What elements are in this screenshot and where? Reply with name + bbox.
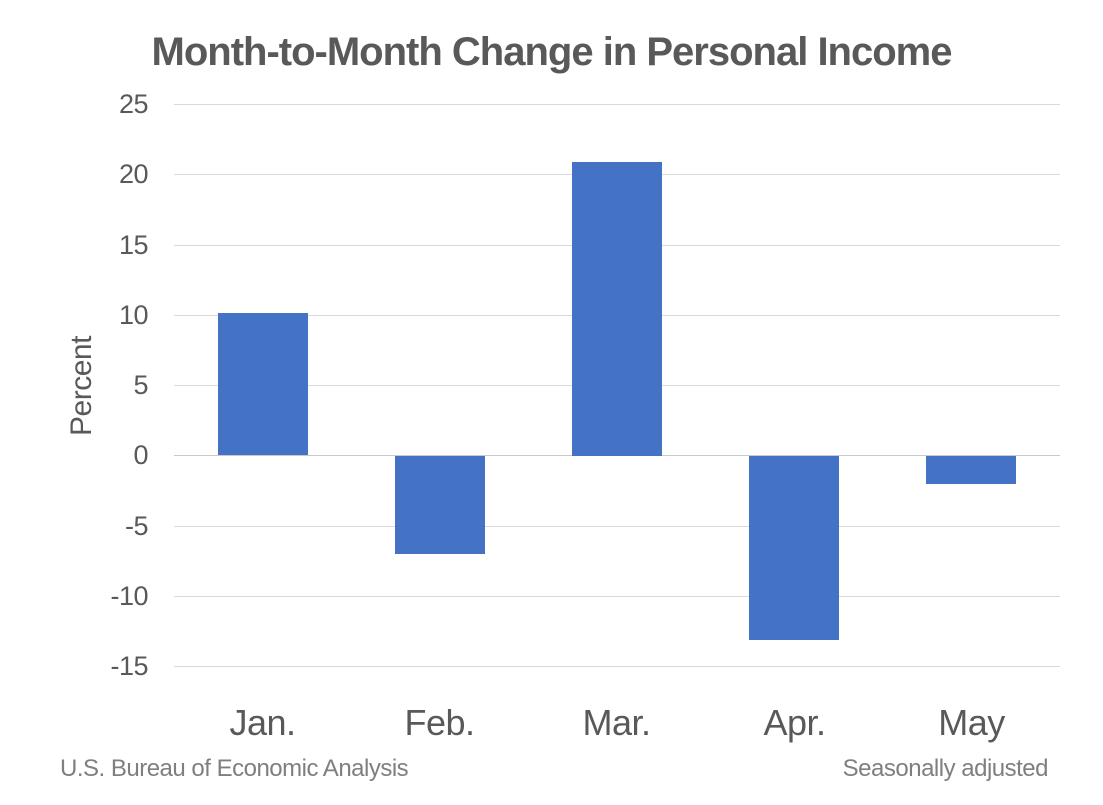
- y-tick-label: 20: [118, 159, 149, 189]
- y-tick-label: 25: [118, 89, 149, 119]
- bar-mar: [572, 162, 662, 456]
- bar-jan: [218, 313, 308, 455]
- gridline: [174, 666, 1060, 667]
- y-tick-label: 15: [118, 230, 149, 260]
- x-axis-label: Feb.: [404, 702, 475, 743]
- bar-apr: [749, 456, 839, 640]
- y-tick-label: 0: [133, 440, 148, 470]
- x-axis-label: Jan.: [229, 702, 296, 743]
- chart-title: Month-to-Month Change in Personal Income: [151, 30, 953, 74]
- bar-feb: [395, 456, 485, 554]
- y-tick-label: -5: [124, 511, 149, 541]
- x-axis-label: Mar.: [582, 702, 651, 743]
- bar-may: [926, 456, 1016, 484]
- gridline: [174, 596, 1060, 597]
- x-axis-label: May: [938, 702, 1005, 743]
- y-tick-label: -15: [110, 651, 148, 681]
- gridline: [174, 104, 1060, 105]
- y-tick-label: 10: [118, 300, 149, 330]
- y-tick-label: 5: [133, 370, 148, 400]
- y-tick-label: -10: [110, 581, 148, 611]
- x-axis-label: Apr.: [763, 702, 826, 743]
- adjustment-note: Seasonally adjusted: [842, 755, 1049, 782]
- source-note: U.S. Bureau of Economic Analysis: [60, 755, 409, 782]
- gridline: [174, 526, 1060, 527]
